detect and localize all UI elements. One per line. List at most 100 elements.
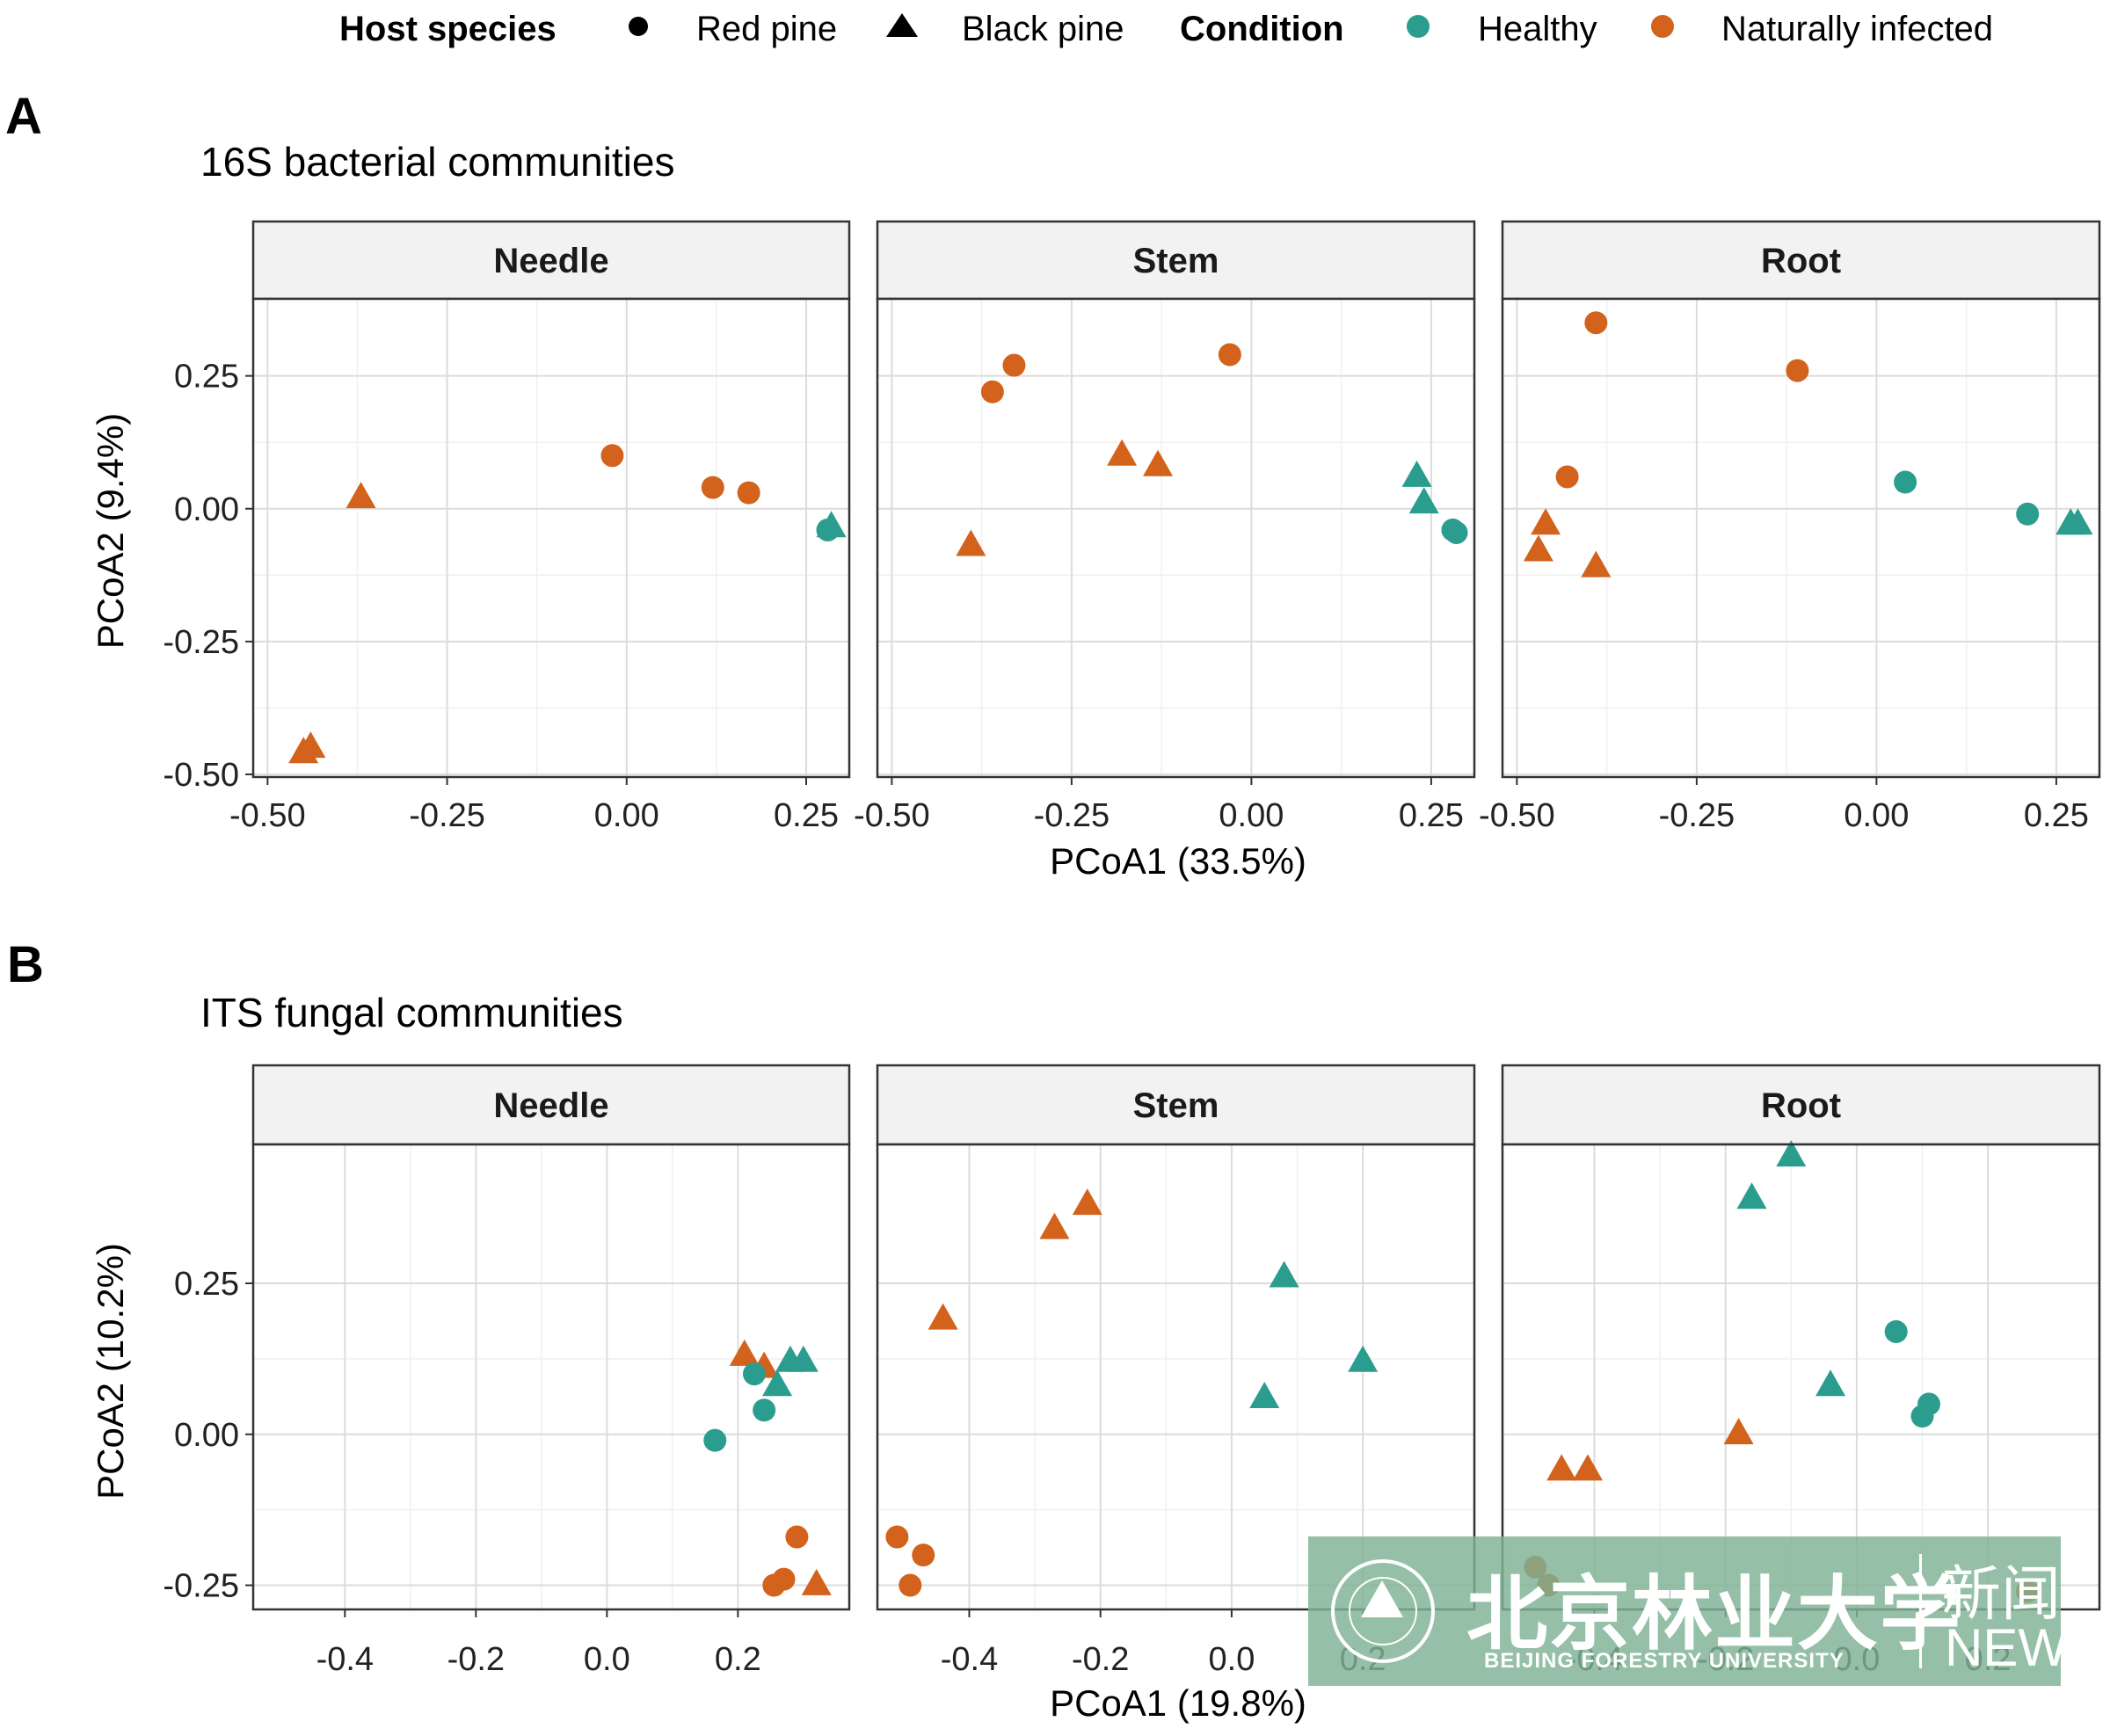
data-point-triangle	[1401, 460, 1432, 487]
x-tick-label: 0.00	[1219, 797, 1284, 834]
plot-area	[877, 1144, 1474, 1609]
facet-strip-label: Needle	[493, 1086, 608, 1125]
data-point-circle	[1218, 343, 1241, 367]
data-point-triangle	[1269, 1260, 1299, 1288]
watermark-english-name: BEIJING FORESTRY UNIVERSITY	[1484, 1649, 1844, 1673]
facet-strip	[876, 220, 1476, 301]
y-tick-label: -0.25	[163, 1568, 239, 1605]
university-watermark: 北京林业大学 BEIJING FORESTRY UNIVERSITY 新闻 NE…	[1308, 1536, 2103, 1686]
panel-b-letter: B	[7, 936, 44, 993]
data-point-triangle	[1039, 1212, 1070, 1239]
x-tick-label: -0.4	[941, 1641, 998, 1678]
facet-strip	[1501, 220, 2101, 301]
panel-border	[251, 297, 851, 779]
x-tick-label: 0.0	[584, 1641, 630, 1678]
data-point-triangle	[762, 1369, 793, 1397]
data-point-circle	[885, 1525, 909, 1549]
facet-strip-label: Stem	[1133, 1086, 1219, 1125]
panel-a-xlabel: PCoA1 (33.5%)	[1050, 840, 1306, 882]
data-point-circle	[785, 1525, 809, 1549]
legend-triangle-symbol	[886, 13, 918, 37]
panel-border	[876, 1143, 1476, 1611]
data-point-triangle	[1107, 439, 1138, 466]
data-point-circle	[762, 1573, 786, 1597]
data-point-triangle	[1531, 508, 1561, 535]
legend-host-title: Host species	[339, 10, 557, 48]
data-point-triangle	[1723, 1418, 1754, 1445]
y-tick-label: 0.00	[174, 1417, 239, 1454]
data-point-triangle	[1249, 1381, 1280, 1408]
facet-strip-label: Root	[1761, 1086, 1841, 1125]
legend-condition-item-1: Healthy	[1478, 10, 1597, 48]
plot-area	[253, 299, 849, 777]
facet-strip-label: Needle	[493, 242, 608, 280]
x-tick-label: -0.25	[1659, 797, 1735, 834]
legend-circle-symbol	[629, 17, 648, 36]
data-point-triangle	[1408, 487, 1439, 514]
data-point-triangle	[729, 1339, 760, 1366]
watermark-news-cn: 新闻	[1941, 1560, 2062, 1630]
watermark-chinese-name: 北京林业大学	[1466, 1566, 1963, 1661]
plot-area	[1502, 1144, 2099, 1609]
data-point-triangle	[288, 737, 319, 764]
data-point-triangle	[956, 529, 986, 556]
legend: Host species Red pine Black pine Conditi…	[339, 10, 1993, 48]
data-point-triangle	[1523, 534, 1553, 562]
data-point-triangle	[816, 511, 847, 538]
data-point-circle	[1786, 359, 1809, 382]
data-point-triangle	[1581, 550, 1612, 577]
x-tick-label: 0.25	[2024, 797, 2089, 834]
plot-area	[877, 299, 1474, 777]
panel-a: A 16S bacterial communities PCoA2 (9.4%)…	[5, 88, 2101, 882]
panel-b-ylabel: PCoA2 (10.2%)	[90, 1243, 131, 1500]
panel-b-xlabel: PCoA1 (19.8%)	[1050, 1682, 1306, 1724]
y-tick-label: 0.25	[174, 359, 239, 396]
x-tick-label: -0.25	[1034, 797, 1110, 834]
x-tick-label: -0.50	[854, 797, 930, 834]
data-point-circle	[1444, 520, 1468, 544]
university-seal-icon	[1331, 1559, 1435, 1663]
facet-stem: Stem-0.4-0.20.00.2	[876, 1064, 1476, 1678]
facet-root: Root -0.50 -0.25 0.00 0.25	[1479, 220, 2101, 834]
y-tick-label: 0.00	[174, 491, 239, 528]
x-tick-label: 0.25	[1399, 797, 1464, 834]
data-point-circle	[1910, 1405, 1934, 1428]
facet-strip	[251, 220, 851, 301]
x-tick-label: 0.00	[594, 797, 659, 834]
data-point-circle	[912, 1544, 935, 1567]
data-point-triangle	[1546, 1454, 1577, 1481]
data-point-triangle	[1143, 449, 1174, 476]
watermark-divider	[1919, 1554, 1922, 1668]
x-tick-label: -0.4	[316, 1641, 374, 1678]
panel-a-letter: A	[5, 88, 42, 145]
panel-a-title: 16S bacterial communities	[200, 139, 674, 185]
data-point-triangle	[1573, 1454, 1603, 1481]
x-tick-label: -0.2	[1072, 1641, 1129, 1678]
y-tick-label: 0.25	[174, 1266, 239, 1303]
data-point-triangle	[788, 1345, 819, 1372]
watermark-news-en: NEWS	[1945, 1618, 2103, 1677]
data-point-triangle	[1072, 1188, 1102, 1216]
data-point-triangle	[1736, 1182, 1767, 1209]
legend-condition-item-2: Naturally infected	[1721, 10, 1993, 48]
panel-a-ylabel: PCoA2 (9.4%)	[90, 413, 131, 649]
legend-condition-title: Condition	[1180, 10, 1344, 48]
x-tick-label: -0.25	[409, 797, 485, 834]
legend-host-item-1: Red pine	[696, 10, 837, 48]
legend-host-item-2: Black pine	[962, 10, 1124, 48]
data-point-circle	[1555, 465, 1579, 489]
legend-infected-symbol	[1651, 15, 1674, 38]
data-point-circle	[742, 1362, 766, 1386]
data-point-triangle	[801, 1568, 832, 1595]
x-tick-label: -0.2	[447, 1641, 505, 1678]
x-tick-label: 0.00	[1844, 797, 1909, 834]
data-point-circle	[753, 1398, 776, 1422]
legend-healthy-symbol	[1407, 15, 1430, 38]
x-tick-label: -0.50	[1479, 797, 1555, 834]
data-point-triangle	[2063, 508, 2093, 535]
data-point-circle	[1894, 470, 1917, 494]
data-point-circle	[1584, 311, 1608, 335]
panel-border	[876, 297, 1476, 779]
data-point-triangle	[928, 1303, 958, 1330]
panel-border	[1501, 297, 2101, 779]
